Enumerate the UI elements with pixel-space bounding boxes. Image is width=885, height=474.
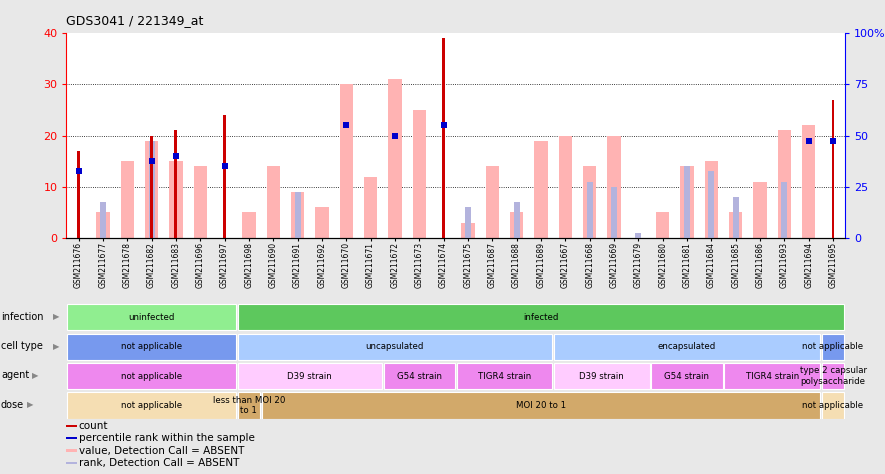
Bar (364, 176, 377, 238)
Text: not applicable: not applicable (121, 401, 182, 410)
Text: count: count (79, 421, 108, 431)
Bar (145, 141, 158, 238)
Bar (223, 115, 226, 238)
Bar (822, 363, 844, 389)
Bar (802, 125, 815, 238)
Text: not applicable: not applicable (121, 372, 182, 381)
Text: agent: agent (1, 370, 29, 381)
Bar (681, 166, 694, 238)
Bar (120, 161, 134, 238)
Bar (753, 182, 766, 238)
Bar (291, 192, 304, 238)
Bar (66, 437, 77, 439)
Bar (238, 334, 552, 360)
Text: infection: infection (1, 311, 43, 322)
Text: G54 strain: G54 strain (396, 372, 442, 381)
Bar (412, 110, 426, 238)
Bar (174, 130, 177, 238)
Bar (340, 84, 353, 238)
Bar (733, 197, 739, 238)
Bar (651, 363, 722, 389)
Text: type 2 capsular
polysaccharide: type 2 capsular polysaccharide (799, 366, 866, 386)
Text: ▶: ▶ (27, 401, 33, 409)
Bar (384, 363, 455, 389)
Bar (781, 182, 788, 238)
Bar (315, 207, 328, 238)
Bar (66, 462, 77, 464)
Bar (510, 212, 523, 238)
Bar (607, 136, 620, 238)
Bar (238, 304, 844, 330)
Bar (77, 151, 80, 238)
Bar (725, 363, 820, 389)
Bar (67, 334, 235, 360)
Text: encapsulated: encapsulated (658, 342, 716, 351)
Text: TIGR4 strain: TIGR4 strain (478, 372, 531, 381)
Text: ▶: ▶ (53, 312, 59, 321)
Bar (150, 136, 153, 238)
Text: cell type: cell type (1, 341, 42, 351)
Bar (656, 212, 669, 238)
Bar (554, 363, 650, 389)
Text: TIGR4 strain: TIGR4 strain (745, 372, 799, 381)
Bar (266, 166, 280, 238)
Bar (587, 182, 593, 238)
Text: GDS3041 / 221349_at: GDS3041 / 221349_at (66, 14, 204, 27)
Text: percentile rank within the sample: percentile rank within the sample (79, 433, 255, 443)
Text: uncapsulated: uncapsulated (366, 342, 424, 351)
Bar (461, 223, 474, 238)
Bar (67, 304, 235, 330)
Bar (486, 166, 499, 238)
Bar (96, 212, 110, 238)
Text: infected: infected (523, 313, 558, 322)
Text: less than MOI 20
to 1: less than MOI 20 to 1 (212, 396, 285, 415)
Bar (635, 233, 642, 238)
Bar (535, 141, 548, 238)
Bar (822, 392, 844, 419)
Bar (169, 161, 182, 238)
Text: D39 strain: D39 strain (580, 372, 624, 381)
Bar (558, 136, 572, 238)
Text: MOI 20 to 1: MOI 20 to 1 (516, 401, 566, 410)
Text: D39 strain: D39 strain (288, 372, 332, 381)
Text: ▶: ▶ (32, 371, 38, 380)
Bar (295, 192, 301, 238)
Text: G54 strain: G54 strain (665, 372, 710, 381)
Bar (822, 334, 844, 360)
Bar (67, 392, 235, 419)
Bar (100, 202, 106, 238)
Bar (583, 166, 596, 238)
Bar (778, 130, 791, 238)
Bar (242, 212, 256, 238)
Bar (389, 79, 402, 238)
Bar (238, 392, 260, 419)
Bar (262, 392, 820, 419)
Bar (729, 212, 743, 238)
Text: dose: dose (1, 400, 24, 410)
Bar (704, 161, 718, 238)
Bar (684, 166, 690, 238)
Bar (66, 449, 77, 452)
Bar (67, 363, 235, 389)
Bar (238, 363, 381, 389)
Text: not applicable: not applicable (121, 342, 182, 351)
Text: value, Detection Call = ABSENT: value, Detection Call = ABSENT (79, 446, 244, 456)
Bar (149, 141, 155, 238)
Bar (194, 166, 207, 238)
Bar (457, 363, 552, 389)
Text: uninfected: uninfected (128, 313, 174, 322)
Bar (554, 334, 820, 360)
Bar (611, 187, 617, 238)
Bar (66, 425, 77, 427)
Bar (708, 172, 714, 238)
Bar (832, 100, 835, 238)
Bar (465, 207, 471, 238)
Bar (442, 38, 445, 238)
Text: not applicable: not applicable (803, 401, 864, 410)
Text: not applicable: not applicable (803, 342, 864, 351)
Text: ▶: ▶ (53, 342, 59, 350)
Text: rank, Detection Call = ABSENT: rank, Detection Call = ABSENT (79, 458, 239, 468)
Bar (513, 202, 519, 238)
